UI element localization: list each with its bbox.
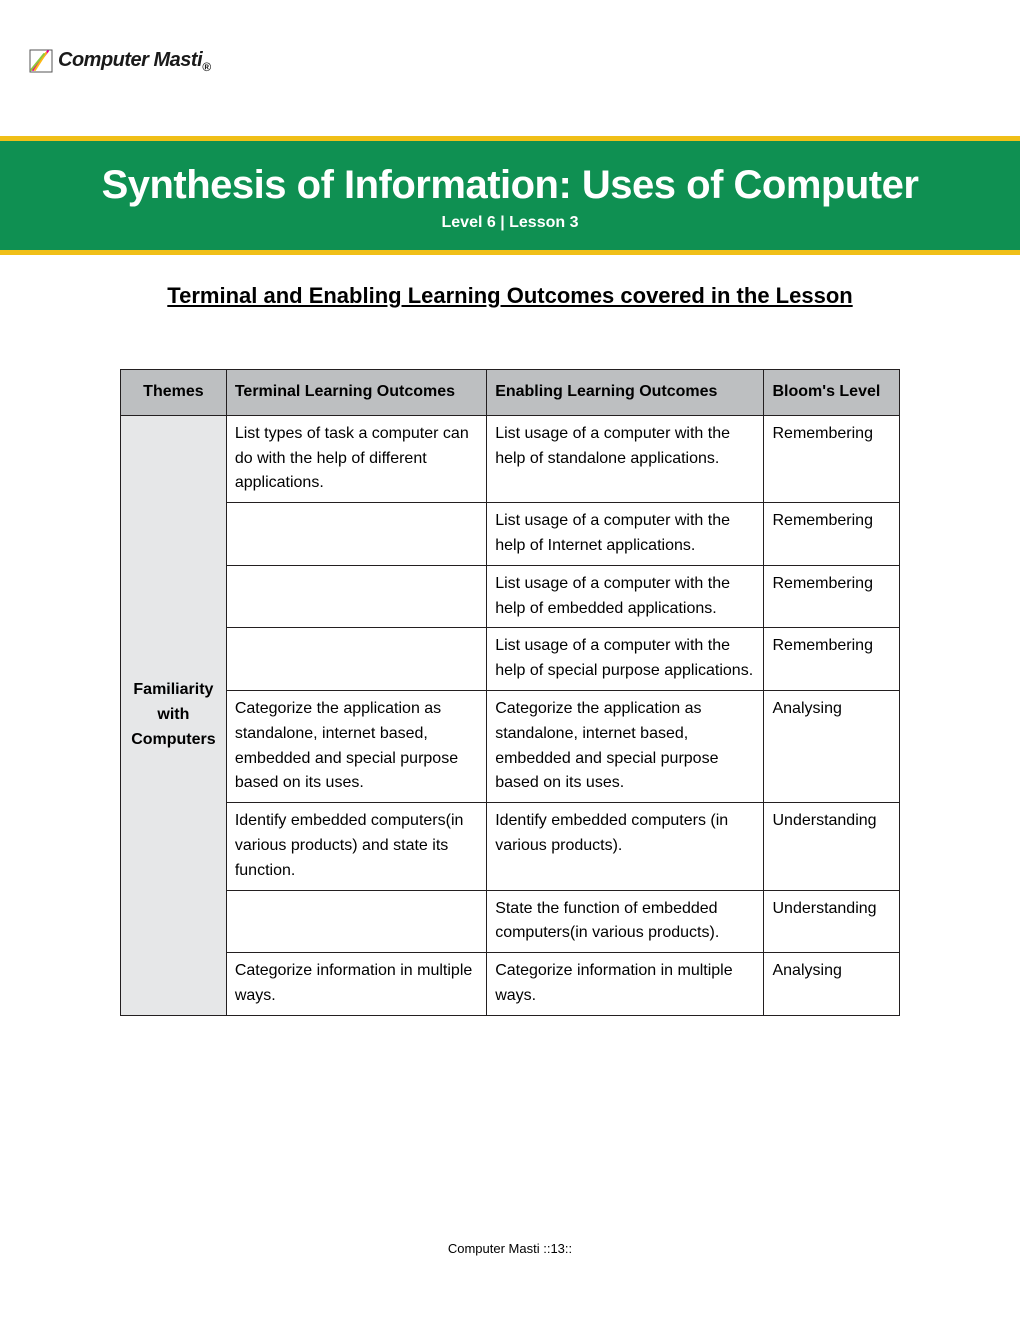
cell-bloom: Remembering <box>764 565 900 628</box>
banner-title: Synthesis of Information: Uses of Comput… <box>0 163 1020 208</box>
cell-tlo: List types of task a computer can do wit… <box>226 415 486 502</box>
cell-elo: List usage of a computer with the help o… <box>487 628 764 691</box>
cell-tlo <box>226 565 486 628</box>
table-row: Categorize the application as standalone… <box>121 690 900 802</box>
cell-tlo: Identify embedded computers(in various p… <box>226 803 486 890</box>
table-row: List usage of a computer with the help o… <box>121 628 900 691</box>
col-header-tlo: Terminal Learning Outcomes <box>226 370 486 416</box>
cell-bloom: Understanding <box>764 803 900 890</box>
header-banner: Synthesis of Information: Uses of Comput… <box>0 136 1020 255</box>
cell-bloom: Remembering <box>764 503 900 566</box>
cell-bloom: Remembering <box>764 628 900 691</box>
table-row: List usage of a computer with the help o… <box>121 565 900 628</box>
col-header-elo: Enabling Learning Outcomes <box>487 370 764 416</box>
cell-bloom: Understanding <box>764 890 900 953</box>
col-header-bloom: Bloom's Level <box>764 370 900 416</box>
col-header-themes: Themes <box>121 370 227 416</box>
logo-area: Computer Masti® <box>0 0 1020 74</box>
table-header-row: Themes Terminal Learning Outcomes Enabli… <box>121 370 900 416</box>
theme-cell: Familiarity with Computers <box>121 415 227 1015</box>
table-row: Familiarity with Computers List types of… <box>121 415 900 502</box>
cell-elo: List usage of a computer with the help o… <box>487 415 764 502</box>
cell-tlo <box>226 890 486 953</box>
table-row: Identify embedded computers(in various p… <box>121 803 900 890</box>
outcomes-table-wrap: Themes Terminal Learning Outcomes Enabli… <box>120 369 900 1016</box>
outcomes-table: Themes Terminal Learning Outcomes Enabli… <box>120 369 900 1016</box>
cell-elo: List usage of a computer with the help o… <box>487 565 764 628</box>
banner-subtitle: Level 6 | Lesson 3 <box>0 214 1020 232</box>
table-row: List usage of a computer with the help o… <box>121 503 900 566</box>
cell-tlo <box>226 628 486 691</box>
cell-elo: State the function of embedded computers… <box>487 890 764 953</box>
cell-tlo: Categorize the application as standalone… <box>226 690 486 802</box>
cell-bloom: Analysing <box>764 953 900 1016</box>
cell-elo: Identify embedded computers (in various … <box>487 803 764 890</box>
section-heading: Terminal and Enabling Learning Outcomes … <box>0 283 1020 309</box>
cell-elo: List usage of a computer with the help o… <box>487 503 764 566</box>
logo: Computer Masti® <box>28 48 1020 74</box>
cell-bloom: Remembering <box>764 415 900 502</box>
cell-bloom: Analysing <box>764 690 900 802</box>
cell-tlo: Categorize information in multiple ways. <box>226 953 486 1016</box>
cell-elo: Categorize information in multiple ways. <box>487 953 764 1016</box>
logo-icon <box>28 48 54 74</box>
cell-elo: Categorize the application as standalone… <box>487 690 764 802</box>
table-row: State the function of embedded computers… <box>121 890 900 953</box>
logo-text: Computer Masti® <box>58 49 210 74</box>
page-footer: Computer Masti ::13:: <box>0 1241 1020 1256</box>
cell-tlo <box>226 503 486 566</box>
table-row: Categorize information in multiple ways.… <box>121 953 900 1016</box>
